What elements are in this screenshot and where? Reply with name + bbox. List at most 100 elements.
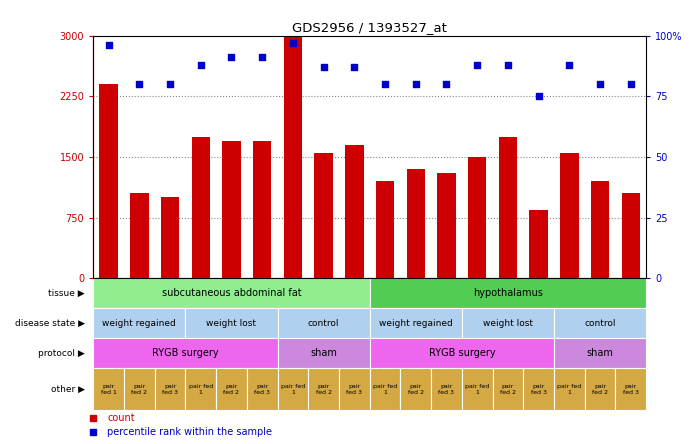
Bar [560,153,578,278]
Text: pair
fed 3: pair fed 3 [439,384,455,395]
Bar [370,338,554,369]
Bar [253,141,272,278]
Bar [370,278,646,309]
Bar [216,369,247,410]
Bar [370,369,400,410]
Bar [223,141,240,278]
Bar [278,309,370,338]
Bar [406,169,425,278]
Text: weight lost: weight lost [207,319,256,328]
Text: count: count [107,413,135,423]
Text: pair fed
1: pair fed 1 [465,384,489,395]
Bar [314,153,333,278]
Text: pair
fed 2: pair fed 2 [592,384,608,395]
Point [533,93,544,100]
Bar [468,157,486,278]
Bar [339,369,370,410]
Point [349,63,360,71]
Text: weight regained: weight regained [379,319,453,328]
Point [318,63,329,71]
Point [472,61,483,68]
Bar [93,278,370,309]
Bar [499,137,517,278]
Bar [529,210,548,278]
Text: pair
fed 1: pair fed 1 [101,384,117,395]
Text: pair fed
1: pair fed 1 [281,384,305,395]
Bar [370,309,462,338]
Bar [431,369,462,410]
Text: RYGB surgery: RYGB surgery [428,349,495,358]
Bar [278,338,370,369]
Bar [93,369,124,410]
Text: control: control [585,319,616,328]
Bar [523,369,554,410]
Bar [161,198,179,278]
Point [256,54,267,61]
Point [134,80,145,87]
Text: percentile rank within the sample: percentile rank within the sample [107,427,272,437]
Text: sham: sham [310,349,337,358]
Text: pair
fed 3: pair fed 3 [254,384,270,395]
Bar [591,181,609,278]
Text: pair
fed 2: pair fed 2 [500,384,516,395]
Point [164,80,176,87]
Text: pair
fed 3: pair fed 3 [162,384,178,395]
Text: pair
fed 3: pair fed 3 [346,384,362,395]
Point [287,39,299,46]
Bar [462,369,493,410]
Text: pair
fed 2: pair fed 2 [223,384,240,395]
Point [625,80,636,87]
Text: disease state ▶: disease state ▶ [15,319,85,328]
Bar [100,84,118,278]
Bar [185,309,278,338]
Point [441,80,452,87]
Bar [155,369,185,410]
Bar [284,37,302,278]
Point [594,80,605,87]
Text: RYGB surgery: RYGB surgery [152,349,219,358]
Bar [185,369,216,410]
Bar [124,369,155,410]
Bar [247,369,278,410]
Bar [554,369,585,410]
Text: pair
fed 2: pair fed 2 [131,384,147,395]
Bar [130,194,149,278]
Bar [308,369,339,410]
Text: pair
fed 3: pair fed 3 [623,384,638,395]
Bar [376,181,395,278]
Point [502,61,513,68]
Point [103,42,114,49]
Bar [400,369,431,410]
Text: hypothalamus: hypothalamus [473,289,543,298]
Text: pair
fed 3: pair fed 3 [531,384,547,395]
Text: other ▶: other ▶ [51,385,85,394]
Text: weight regained: weight regained [102,319,176,328]
Text: tissue ▶: tissue ▶ [48,289,85,298]
Bar [616,369,646,410]
Bar [345,145,363,278]
Bar [93,338,278,369]
Bar [621,194,640,278]
Point [564,61,575,68]
Text: subcutaneous abdominal fat: subcutaneous abdominal fat [162,289,301,298]
Bar [278,369,308,410]
Bar [585,369,616,410]
Point [379,80,390,87]
Point [410,80,422,87]
Bar [93,309,185,338]
Bar [437,173,455,278]
Text: sham: sham [587,349,614,358]
Bar [191,137,210,278]
Text: weight lost: weight lost [483,319,533,328]
Text: pair
fed 2: pair fed 2 [408,384,424,395]
Point [226,54,237,61]
Point [196,61,207,68]
Text: pair
fed 2: pair fed 2 [316,384,332,395]
Bar [554,309,646,338]
Text: pair fed
1: pair fed 1 [557,384,581,395]
Title: GDS2956 / 1393527_at: GDS2956 / 1393527_at [292,21,447,34]
Text: protocol ▶: protocol ▶ [38,349,85,358]
Text: control: control [308,319,339,328]
Bar [493,369,523,410]
Text: pair fed
1: pair fed 1 [373,384,397,395]
